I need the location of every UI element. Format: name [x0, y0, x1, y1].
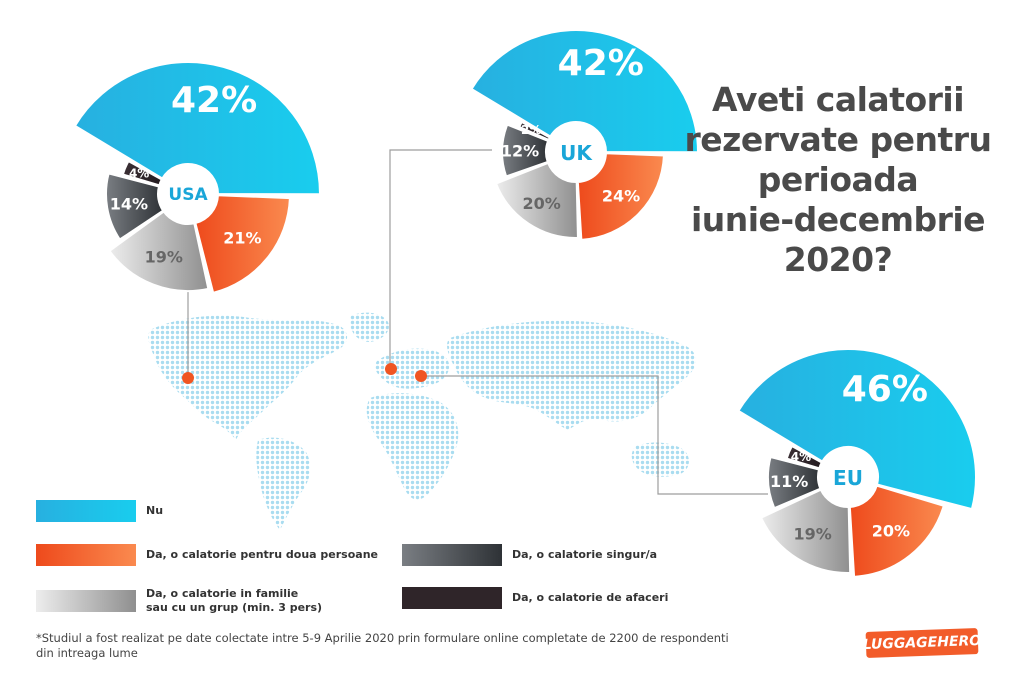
label-eu-nu: 46% — [842, 369, 928, 410]
legend-label-singur: Da, o calatorie singur/a — [512, 548, 658, 561]
label-eu-doua: 20% — [872, 522, 910, 541]
label-usa-nu: 42% — [171, 80, 257, 121]
slice-uk-nu — [470, 29, 700, 154]
map-africa — [366, 393, 459, 500]
label-eu-singur: 11% — [770, 472, 808, 491]
slice-usa-singur — [105, 172, 165, 241]
legend-item-singur: Da, o calatorie singur/a — [402, 544, 657, 566]
legend-label-familie: Da, o calatorie in familie sau cu un gru… — [146, 587, 322, 615]
slice-eu-nu — [737, 348, 977, 511]
map-europe — [375, 348, 450, 389]
map-south-america — [256, 437, 311, 530]
title-line-3: perioada — [757, 160, 919, 199]
label-uk-nu: 42% — [558, 43, 644, 84]
legend-item-nu: Nu — [36, 500, 163, 522]
slice-usa-afaceri — [121, 159, 164, 187]
slice-eu-afaceri — [785, 444, 824, 470]
legend-swatch-afaceri — [402, 587, 502, 609]
slice-usa-familie — [108, 210, 210, 292]
map-greenland — [349, 312, 389, 342]
slice-usa-nu — [73, 61, 322, 196]
region-label-usa: USA — [168, 185, 208, 205]
chart-title: Aveti calatorii rezervate pentru perioad… — [668, 80, 1008, 280]
connectors — [187, 149, 768, 495]
luggagehero-logo: LUGGAGEHERO — [863, 628, 981, 658]
slice-uk-familie — [494, 161, 579, 239]
slice-usa-doua — [194, 194, 291, 295]
label-usa-familie: 19% — [145, 248, 183, 267]
label-eu-familie: 19% — [794, 524, 832, 543]
footnote-line-1: *Studiul a fost realizat pe date colecta… — [36, 631, 729, 645]
legend-swatch-singur — [402, 544, 502, 566]
dot-eu — [415, 370, 427, 382]
title-line-1: Aveti calatorii — [711, 80, 965, 119]
dot-uk — [385, 363, 397, 375]
legend-item-familie: Da, o calatorie in familie sau cu un gru… — [36, 587, 322, 615]
legend-swatch-nu — [36, 500, 136, 522]
slice-uk-afaceri — [517, 120, 552, 142]
legend-label-familie-line2: sau cu un grup (min. 3 pers) — [146, 601, 323, 614]
footnote-line-2: din intreaga lume — [36, 646, 138, 660]
center-uk — [548, 124, 604, 180]
map-asia — [447, 320, 696, 430]
label-uk-doua: 24% — [602, 187, 640, 206]
legend-item-afaceri: Da, o calatorie de afaceri — [402, 587, 668, 609]
center-eu — [820, 449, 876, 505]
legend-swatch-familie — [36, 590, 136, 612]
center-usa — [160, 166, 216, 222]
label-uk-singur: 12% — [501, 141, 539, 160]
label-usa-singur: 14% — [110, 195, 148, 214]
label-uk-familie: 20% — [523, 194, 561, 213]
legend-label-doua: Da, o calatorie pentru doua persoane — [146, 548, 378, 561]
slice-eu-doua — [848, 484, 946, 578]
chart-usa: 42% 21% 19% 14% 4% USA — [73, 61, 322, 295]
label-eu-afaceri: 4% — [791, 450, 811, 464]
location-dots — [182, 363, 427, 384]
title-line-4: iunie-decembrie — [690, 200, 986, 239]
title-line-5: 2020? — [783, 240, 893, 279]
connector-eu — [421, 375, 768, 495]
slice-uk-singur — [501, 123, 550, 178]
legend-label-familie-line1: Da, o calatorie in familie — [146, 587, 299, 600]
slice-eu-singur — [767, 455, 822, 510]
region-label-eu: EU — [833, 466, 863, 490]
legend-label-afaceri: Da, o calatorie de afaceri — [512, 591, 669, 604]
legend-swatch-doua — [36, 544, 136, 566]
title-line-2: rezervate pentru — [684, 120, 992, 159]
slice-eu-familie — [759, 488, 852, 574]
label-uk-afaceri: 2% — [521, 123, 541, 137]
label-usa-doua: 21% — [223, 229, 261, 248]
region-label-uk: UK — [560, 141, 593, 165]
world-map — [148, 312, 696, 530]
chart-eu: 46% 20% 19% 11% 4% EU — [737, 348, 977, 578]
chart-uk: 42% 24% 20% 12% 2% UK — [470, 29, 700, 241]
footnote: *Studiul a fost realizat pe date colecta… — [36, 631, 796, 661]
dot-usa — [182, 372, 194, 384]
connector-uk — [389, 149, 492, 368]
slice-uk-doua — [576, 152, 665, 241]
label-usa-afaceri: 4% — [129, 166, 149, 180]
legend-label-nu: Nu — [146, 504, 164, 517]
map-north-america — [148, 315, 348, 440]
map-australia — [631, 442, 689, 477]
legend-item-doua: Da, o calatorie pentru doua persoane — [36, 544, 378, 566]
